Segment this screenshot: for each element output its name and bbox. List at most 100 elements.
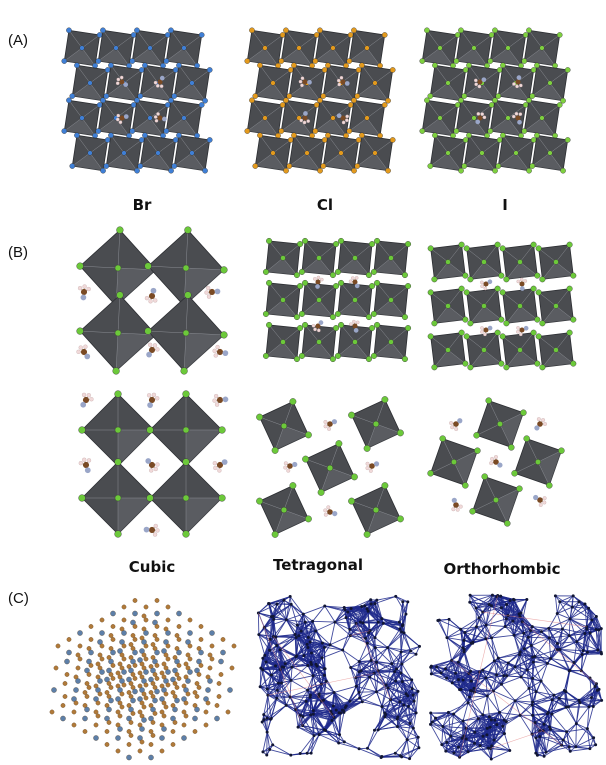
octahedron-facet [422, 48, 454, 66]
halide-atom [320, 163, 327, 169]
panel-label-a: (A) [8, 32, 28, 49]
octahedron-facet [315, 118, 347, 136]
network-edge [295, 709, 299, 728]
hydrogen-atom [323, 508, 328, 513]
network-edge [595, 616, 600, 631]
hydrogen-atom [450, 425, 455, 430]
lead-atom [150, 667, 156, 674]
halide-atom [280, 339, 286, 345]
network-node [502, 732, 506, 736]
lead-atom [106, 706, 112, 713]
network-node [289, 602, 293, 606]
network-edge [370, 660, 375, 674]
network-edge [291, 652, 312, 668]
network-node [400, 662, 404, 666]
network-edge [271, 616, 274, 637]
network-edge [315, 630, 325, 648]
lead-atom [84, 706, 90, 713]
network-edge [298, 613, 304, 636]
long-bond [267, 672, 375, 696]
octahedron-facet [265, 300, 297, 318]
hydrogen-atom [155, 396, 160, 401]
network-edge [403, 614, 407, 633]
network-edge [313, 705, 334, 715]
network-node [274, 664, 278, 668]
hydrogen-atom [283, 465, 288, 470]
network-edge [258, 603, 270, 614]
network-edge [324, 647, 326, 669]
carbon-atom [352, 323, 358, 329]
network-edge [482, 607, 502, 613]
halide-atom [302, 321, 309, 328]
halide-atom [49, 709, 55, 715]
network-node [380, 705, 384, 709]
network-edge [576, 723, 594, 739]
network-edge [312, 675, 322, 685]
halide-atom [97, 691, 103, 697]
network-edge [298, 630, 316, 637]
halide-atom [134, 97, 140, 104]
network-edge [492, 674, 497, 692]
network-edge [453, 738, 467, 754]
network-edge [496, 662, 509, 676]
network-edge [438, 619, 448, 638]
hydrogen-atom [339, 76, 344, 80]
network-edge [396, 668, 403, 682]
halide-atom [516, 485, 523, 492]
network-edge [291, 666, 314, 677]
network-edge [281, 666, 293, 684]
hydrogen-atom [83, 344, 88, 349]
nitrogen-atom [344, 81, 350, 86]
network-edge [311, 664, 322, 685]
network-edge [458, 661, 471, 672]
network-edge [395, 680, 407, 695]
halide-atom [114, 530, 122, 538]
network-node [346, 610, 350, 614]
network-node [589, 696, 593, 700]
lead-atom [170, 715, 176, 722]
network-edge [350, 661, 360, 668]
network-node [290, 665, 294, 669]
network-node [570, 605, 574, 609]
carbon-atom [453, 502, 459, 508]
halide-atom [137, 709, 143, 715]
carbon-atom [82, 461, 90, 469]
halide-atom [312, 128, 319, 134]
structure-br [61, 27, 213, 174]
network-edge [307, 683, 322, 691]
hydrogen-atom [320, 277, 324, 282]
halide-atom [174, 685, 180, 690]
halide-atom [104, 137, 111, 143]
carbon-atom [315, 323, 321, 329]
carbon-atom [519, 281, 525, 287]
network-node [275, 696, 279, 700]
network-edge [306, 735, 315, 754]
halide-atom [182, 530, 190, 538]
network-edge [451, 660, 453, 683]
network-edge [526, 669, 537, 692]
halide-atom [388, 339, 394, 345]
network-edge [403, 700, 415, 706]
network-edge [453, 702, 469, 715]
network-edge [399, 700, 415, 703]
network-node [542, 722, 546, 726]
network-edge [463, 718, 479, 737]
nitrogen-atom [534, 425, 540, 431]
network-node [373, 646, 377, 650]
lead-atom [117, 726, 123, 732]
network-edge [384, 701, 401, 714]
halide-atom [181, 709, 187, 715]
network-edge [582, 629, 588, 651]
halide-atom [333, 325, 340, 332]
network-edge [401, 663, 413, 681]
network-edge [527, 669, 542, 682]
network-edge [310, 652, 312, 663]
network-edge [515, 700, 533, 703]
network-edge [387, 687, 407, 695]
network-node [323, 667, 327, 671]
hydrogen-atom [483, 332, 487, 337]
network-edge [315, 630, 331, 646]
network-edge [535, 737, 547, 753]
long-bond [273, 636, 335, 718]
halide-atom [529, 93, 536, 99]
